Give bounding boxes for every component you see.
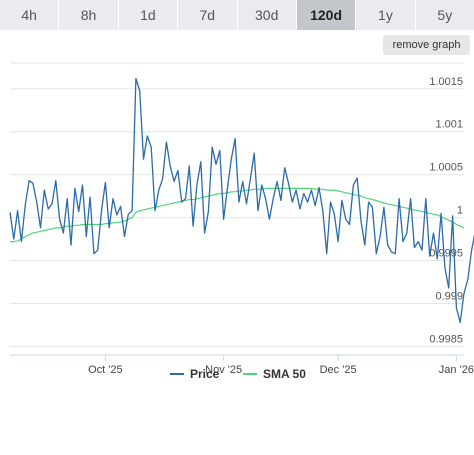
x-tick-label: Oct '25 xyxy=(88,364,123,376)
y-tick-label: 0.999 xyxy=(435,290,463,302)
tab-5y[interactable]: 5y xyxy=(415,0,474,30)
x-tick-label: Dec '25 xyxy=(320,364,357,376)
y-tick-label: 1 xyxy=(457,205,463,217)
y-tick-label: 0.9985 xyxy=(429,333,463,345)
legend-label: SMA 50 xyxy=(263,367,306,381)
timeframe-tabs: 4h 8h 1d 7d 30d 120d 1y 5y xyxy=(0,0,474,30)
legend-label: Price xyxy=(190,367,220,381)
sma-50-series-line xyxy=(10,187,465,243)
tab-120d[interactable]: 120d xyxy=(296,0,356,30)
legend-item-sma-50[interactable]: SMA 50 xyxy=(243,367,306,381)
tab-1d[interactable]: 1d xyxy=(118,0,178,30)
y-tick-label: 1.001 xyxy=(435,119,463,131)
x-tick-label: Nov '25 xyxy=(205,364,242,376)
remove-graph-button[interactable]: remove graph xyxy=(383,35,470,55)
tab-7d[interactable]: 7d xyxy=(178,0,237,30)
y-tick-label: 1.0015 xyxy=(429,76,463,88)
y-tick-label: 0.9995 xyxy=(429,248,463,260)
legend-item-price[interactable]: Price xyxy=(170,367,220,381)
x-axis: Oct '25 Nov '25 Dec '25 Jan '26 xyxy=(10,354,474,376)
tab-8h[interactable]: 8h xyxy=(59,0,118,30)
price-chart: 0.9985 0.999 0.9995 1 1.0005 1.001 1.0015 Oct … xyxy=(9,62,474,381)
tab-1y[interactable]: 1y xyxy=(356,0,415,30)
y-axis: 0.9985 0.999 0.9995 1 1.0005 1.001 1.0015 xyxy=(429,76,463,346)
price-series-line xyxy=(9,77,474,324)
tab-4h[interactable]: 4h xyxy=(0,0,59,30)
x-tick-label: Jan '26 xyxy=(439,364,474,376)
series-lines xyxy=(9,77,474,324)
legend: Price SMA 50 xyxy=(170,367,306,381)
y-tick-label: 1.0005 xyxy=(429,162,463,174)
tab-30d[interactable]: 30d xyxy=(237,0,296,30)
